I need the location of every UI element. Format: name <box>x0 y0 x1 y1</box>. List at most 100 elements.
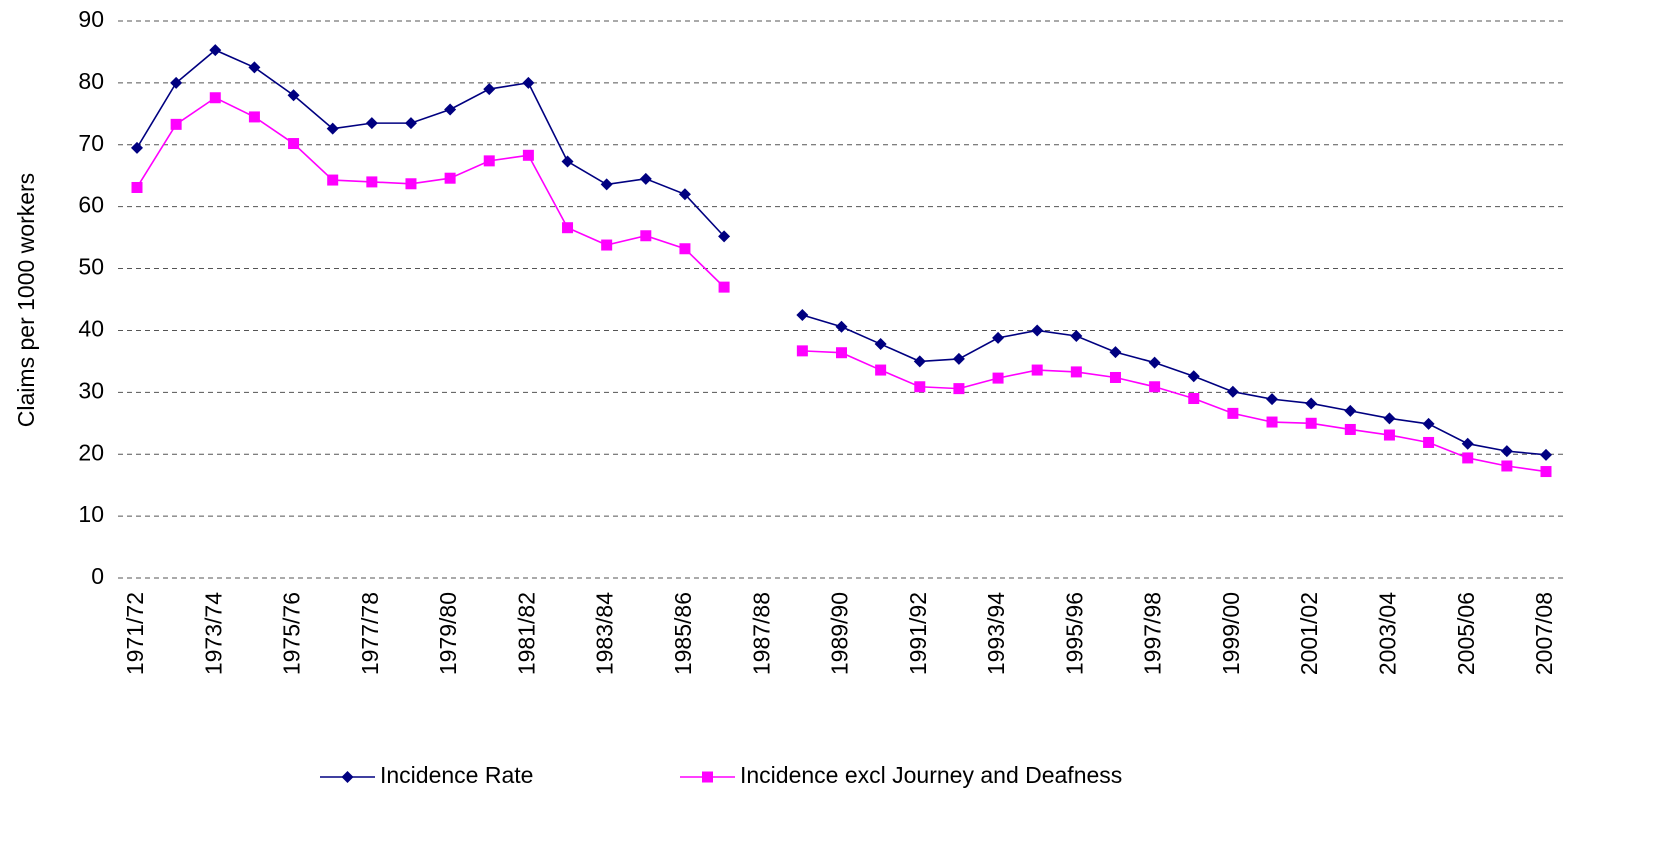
data-point <box>1344 404 1357 417</box>
data-point <box>640 230 652 242</box>
data-point <box>1423 436 1435 448</box>
x-tick-label: 1987/88 <box>748 592 774 675</box>
data-point <box>170 76 183 89</box>
data-point <box>131 181 143 193</box>
data-point <box>287 89 300 102</box>
data-point <box>601 239 613 251</box>
data-point <box>1305 397 1318 410</box>
y-tick-label: 30 <box>78 377 104 403</box>
x-tick-label: 1977/78 <box>357 592 383 675</box>
y-tick-label: 90 <box>78 6 104 32</box>
data-point <box>1188 393 1200 405</box>
data-point <box>953 383 965 395</box>
y-tick-label: 80 <box>78 68 104 94</box>
data-point <box>248 111 260 123</box>
data-point <box>288 138 300 150</box>
x-tick-label: 2007/08 <box>1531 592 1557 675</box>
x-tick-label: 1983/84 <box>592 592 618 675</box>
data-point <box>1070 330 1083 343</box>
y-tick-label: 60 <box>78 192 104 218</box>
data-point <box>404 117 417 130</box>
data-point <box>679 243 691 255</box>
legend-marker <box>341 771 354 783</box>
data-point <box>1070 366 1082 378</box>
y-tick-label: 40 <box>78 316 104 342</box>
data-point <box>522 149 534 161</box>
y-tick-label: 50 <box>78 254 104 280</box>
data-point <box>1031 364 1043 376</box>
x-tick-label: 1979/80 <box>435 592 461 675</box>
x-tick-label: 1975/76 <box>279 592 305 675</box>
data-point <box>992 331 1005 344</box>
data-point <box>366 176 378 188</box>
data-point <box>1031 324 1044 337</box>
data-point <box>914 381 926 393</box>
y-tick-label: 0 <box>91 563 104 589</box>
x-tick-label: 2003/04 <box>1375 592 1401 675</box>
data-point <box>444 103 457 116</box>
data-point <box>131 141 143 154</box>
x-tick-label: 1973/74 <box>200 592 226 675</box>
data-point <box>1266 393 1279 406</box>
data-point <box>1148 356 1161 369</box>
y-axis-label: Claims per 1000 workers <box>13 173 39 427</box>
data-point <box>836 347 847 359</box>
data-point <box>483 83 496 96</box>
x-tick-label: 2005/06 <box>1453 592 1479 675</box>
data-point <box>718 281 730 293</box>
data-point <box>1540 466 1552 478</box>
data-point <box>209 92 221 104</box>
data-point <box>1462 452 1474 464</box>
series-line <box>802 314 1547 456</box>
data-point <box>1227 407 1239 419</box>
data-point <box>1226 385 1239 398</box>
data-point <box>1501 460 1513 472</box>
legend-marker <box>702 771 713 783</box>
data-point <box>796 345 808 357</box>
data-point <box>248 61 261 74</box>
data-point <box>561 155 574 168</box>
series-line <box>136 49 725 237</box>
data-point <box>1422 417 1435 430</box>
data-point <box>1187 370 1200 383</box>
data-point <box>718 230 731 243</box>
legend-label: Incidence excl Journey and Deafness <box>740 762 1122 788</box>
data-point <box>327 174 339 186</box>
series-line <box>802 350 1547 473</box>
x-tick-label: 1991/92 <box>905 592 931 675</box>
data-point <box>1500 445 1513 458</box>
data-point <box>562 222 574 234</box>
data-point <box>796 308 809 321</box>
x-tick-label: 1997/98 <box>1140 592 1166 675</box>
data-point <box>874 338 887 351</box>
data-point <box>483 155 495 167</box>
x-tick-label: 1995/96 <box>1061 592 1087 675</box>
data-point <box>1461 437 1474 450</box>
data-point <box>1383 429 1395 441</box>
data-point <box>1344 423 1356 435</box>
y-tick-label: 20 <box>78 439 104 465</box>
data-point <box>1266 416 1278 428</box>
data-point <box>952 352 965 365</box>
data-point <box>992 372 1004 384</box>
data-point <box>326 122 339 135</box>
data-point <box>678 188 691 201</box>
data-point <box>522 76 535 89</box>
data-point <box>1305 417 1317 429</box>
x-tick-label: 1981/82 <box>513 592 539 675</box>
y-tick-label: 70 <box>78 130 104 156</box>
data-point <box>875 364 887 376</box>
data-point <box>405 178 417 190</box>
data-point <box>365 117 378 130</box>
data-point <box>600 178 613 191</box>
y-tick-label: 10 <box>78 501 104 527</box>
data-point <box>1149 381 1161 393</box>
data-point <box>1109 371 1121 383</box>
data-point <box>639 172 652 185</box>
data-point <box>444 172 456 184</box>
data-point <box>1109 346 1122 359</box>
x-tick-label: 1993/94 <box>983 592 1009 675</box>
legend-label: Incidence Rate <box>380 762 533 788</box>
